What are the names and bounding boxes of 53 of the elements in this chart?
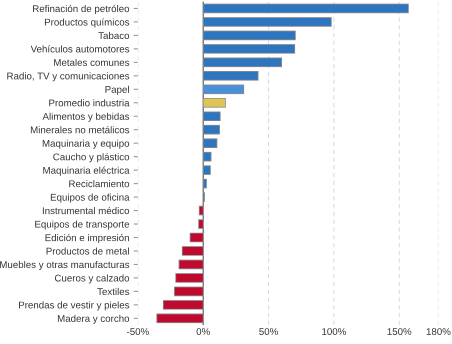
bar	[202, 152, 212, 162]
x-tick-label: -50%	[126, 328, 149, 335]
y-tick-label: Equipos de transporte	[35, 220, 130, 230]
y-tick-label: Productos de metal	[46, 247, 129, 255]
y-tick-label: Vehículos automotores	[30, 45, 130, 52]
y-tick-label: Productos químicos	[44, 18, 130, 28]
y-tick-label: Cueros y calzado	[54, 274, 130, 284]
y-tick-label: Madera y corcho	[58, 314, 130, 324]
y-tick-label: Textiles	[97, 288, 130, 296]
y-tick-label: Maquinaria y equipo	[42, 140, 130, 149]
bar	[202, 98, 226, 108]
bar	[202, 165, 211, 175]
y-tick-label: Edición e impresión	[45, 234, 129, 244]
y-tick-label: Caucho y plástico	[53, 153, 130, 162]
bar	[202, 58, 282, 68]
y-tick-label: Tabaco	[98, 32, 130, 40]
x-tick-label: 100%	[322, 328, 346, 335]
y-tick-label: Alimentos y bebidas	[42, 112, 130, 122]
y-tick-label: Refinación de petróleo	[33, 4, 130, 14]
bar	[202, 71, 259, 81]
bar	[202, 4, 409, 14]
bar	[202, 111, 221, 122]
bar	[202, 124, 220, 135]
y-tick-label: Radio, TV y comunicaciones	[7, 72, 130, 82]
y-tick-label: Reciclamiento	[69, 180, 130, 188]
bar	[202, 84, 244, 94]
y-tick-label: Metales comunes	[54, 58, 130, 66]
y-tick-label: Muebles y otras manufacturas	[0, 260, 130, 270]
bar	[202, 138, 218, 148]
y-tick-label: Instrumental médico	[42, 206, 130, 214]
bar	[190, 232, 204, 242]
bar	[202, 17, 332, 27]
y-tick-label: Papel	[105, 86, 129, 95]
bar	[182, 246, 204, 256]
bar	[202, 178, 207, 188]
y-tick-label: Prendas de vestir y pieles	[19, 301, 130, 310]
y-tick-label: Equipos de oficina	[50, 194, 130, 203]
x-tick-label: 150%	[388, 328, 412, 335]
bar	[162, 300, 204, 310]
bar	[156, 314, 204, 324]
y-tick-label: Maquinaria eléctrica	[43, 166, 130, 176]
bar	[178, 260, 204, 270]
x-tick-label: 50%	[259, 328, 278, 335]
bar	[175, 273, 204, 283]
x-tick-label: 180%	[426, 328, 451, 335]
bar	[202, 44, 296, 54]
bar	[198, 219, 204, 229]
y-tick-label: Promedio industria	[49, 99, 130, 106]
bar	[174, 286, 204, 296]
y-tick-label: Minerales no metálicos	[30, 126, 130, 134]
bar	[202, 30, 296, 40]
x-tick-label: 0%	[196, 328, 210, 335]
bar	[198, 206, 204, 216]
